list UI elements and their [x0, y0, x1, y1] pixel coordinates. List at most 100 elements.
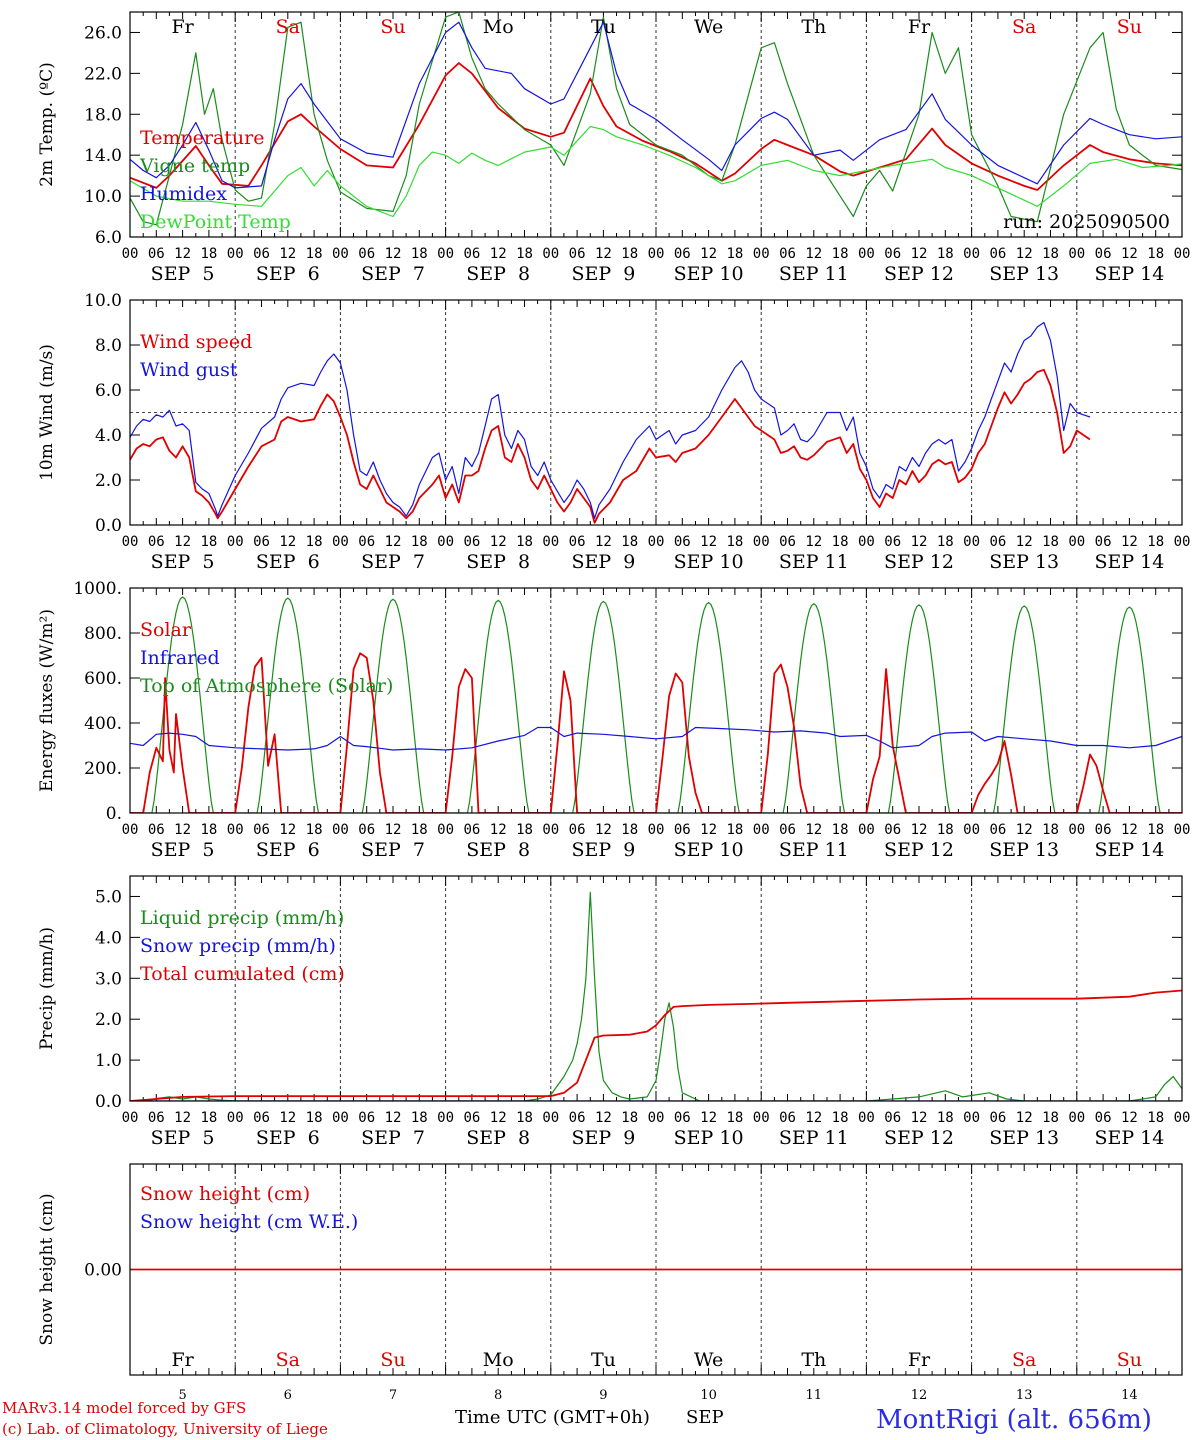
- hour-label: 12: [279, 246, 296, 262]
- hour-label: 06: [779, 1110, 796, 1126]
- y-tick-label: 5.0: [95, 887, 122, 907]
- legend-entry: Liquid precip (mm/h): [140, 907, 344, 929]
- day-number: 13: [1016, 1388, 1033, 1403]
- hour-label: 12: [490, 534, 507, 550]
- day-number: 14: [1121, 1388, 1138, 1403]
- y-tick-label: 8.0: [95, 336, 122, 356]
- hour-label: 00: [542, 822, 559, 838]
- date-label: SEP 12: [884, 551, 954, 573]
- date-label: SEP 7: [361, 551, 425, 573]
- hour-label: 00: [332, 246, 349, 262]
- hour-label: 06: [569, 246, 586, 262]
- hour-label: 18: [200, 534, 217, 550]
- y-tick-label: 200.: [84, 759, 122, 779]
- date-label: SEP 10: [674, 263, 744, 285]
- date-label: SEP 11: [779, 551, 849, 573]
- y-tick-label: 1000.: [73, 579, 122, 599]
- hour-label: 06: [253, 1110, 270, 1126]
- x-axis-label: Time UTC (GMT+0h): [455, 1407, 650, 1428]
- plot-frame: [129, 875, 1183, 1102]
- day-label: Su: [1117, 16, 1142, 38]
- y-tick-label: 3.0: [95, 969, 122, 989]
- date-label: SEP 11: [779, 839, 849, 861]
- day-label: Fr: [171, 1349, 194, 1371]
- hour-label: 18: [832, 822, 849, 838]
- y-tick-label: 22.0: [84, 64, 122, 84]
- series-toa-solar: [656, 601, 762, 813]
- hour-label: 00: [753, 246, 770, 262]
- hour-label: 12: [490, 822, 507, 838]
- day-label: Sa: [276, 16, 300, 38]
- hour-label: 18: [1042, 534, 1059, 550]
- series-toa-solar: [340, 598, 446, 813]
- hour-label: 12: [911, 534, 928, 550]
- hour-label: 18: [621, 534, 638, 550]
- hour-label: 12: [279, 534, 296, 550]
- legend-entry: Vigne temp: [139, 155, 250, 177]
- hour-label: 00: [122, 534, 139, 550]
- date-label: SEP 8: [466, 263, 530, 285]
- panel-precip: 0.0 1.0 2.0 3.0 4.0 5.0 Precip (mm/h) Liquid pr…: [37, 875, 1190, 1149]
- hour-label: 00: [437, 822, 454, 838]
- hour-label: 18: [306, 246, 323, 262]
- series-wind-speed: [130, 368, 1091, 524]
- hour-label: 18: [621, 822, 638, 838]
- date-label: SEP 12: [884, 839, 954, 861]
- hour-label: 06: [463, 822, 480, 838]
- hour-label: 12: [385, 246, 402, 262]
- day-number: 12: [911, 1388, 928, 1403]
- date-label: SEP 8: [466, 1127, 530, 1149]
- hour-label: 18: [516, 1110, 533, 1126]
- hour-label: 12: [1121, 1110, 1138, 1126]
- y-tick-label: 10.0: [84, 187, 122, 207]
- y-axis-label: 10m Wind (m/s): [37, 344, 57, 481]
- legend-entry: Wind speed: [140, 331, 252, 353]
- hour-label: 12: [595, 822, 612, 838]
- date-label: SEP 10: [674, 551, 744, 573]
- hour-label: 12: [174, 534, 191, 550]
- date-label: SEP 5: [151, 551, 215, 573]
- hour-label: 00: [1068, 534, 1085, 550]
- plot-frame: [129, 299, 1183, 526]
- y-axis-label: 2m Temp. (ºC): [37, 62, 57, 187]
- hour-label: 12: [911, 246, 928, 262]
- hour-label: 18: [306, 534, 323, 550]
- day-number: 6: [284, 1388, 292, 1403]
- hour-label: 18: [726, 822, 743, 838]
- date-label: SEP 6: [256, 839, 320, 861]
- date-label: SEP 10: [674, 1127, 744, 1149]
- date-label: SEP 9: [571, 1127, 635, 1149]
- x-axis-month: SEP: [686, 1407, 724, 1428]
- hour-label: 06: [1095, 246, 1112, 262]
- hour-label: 18: [937, 1110, 954, 1126]
- hour-label: 06: [463, 246, 480, 262]
- date-label: SEP 6: [256, 263, 320, 285]
- day-label: Su: [380, 1349, 405, 1371]
- hour-label: 12: [490, 1110, 507, 1126]
- day-number: 10: [700, 1388, 717, 1403]
- y-tick-label: 4.0: [95, 426, 122, 446]
- hour-label: 12: [700, 534, 717, 550]
- hour-label: 00: [332, 534, 349, 550]
- hour-label: 06: [989, 1110, 1006, 1126]
- x-ticks: [129, 12, 1183, 237]
- hour-label: 06: [884, 1110, 901, 1126]
- hour-label: 06: [674, 534, 691, 550]
- y-tick-label: 0.00: [84, 1261, 122, 1281]
- hour-label: 06: [148, 822, 165, 838]
- hour-label: 06: [463, 1110, 480, 1126]
- series-liquid-precip-mm-h: [130, 891, 1182, 1101]
- hour-label: 18: [937, 534, 954, 550]
- hour-label: 06: [253, 246, 270, 262]
- legend-entry: Temperature: [140, 127, 264, 149]
- hour-label: 12: [279, 822, 296, 838]
- hour-label: 18: [832, 246, 849, 262]
- legend-entry: Wind gust: [140, 359, 238, 381]
- hour-label: 06: [569, 1110, 586, 1126]
- hour-label: 12: [385, 1110, 402, 1126]
- hour-label: 18: [516, 822, 533, 838]
- hour-label: 12: [174, 822, 191, 838]
- day-label: Mo: [483, 16, 514, 38]
- plot-frame: [129, 1163, 1183, 1376]
- date-label: SEP 13: [989, 263, 1059, 285]
